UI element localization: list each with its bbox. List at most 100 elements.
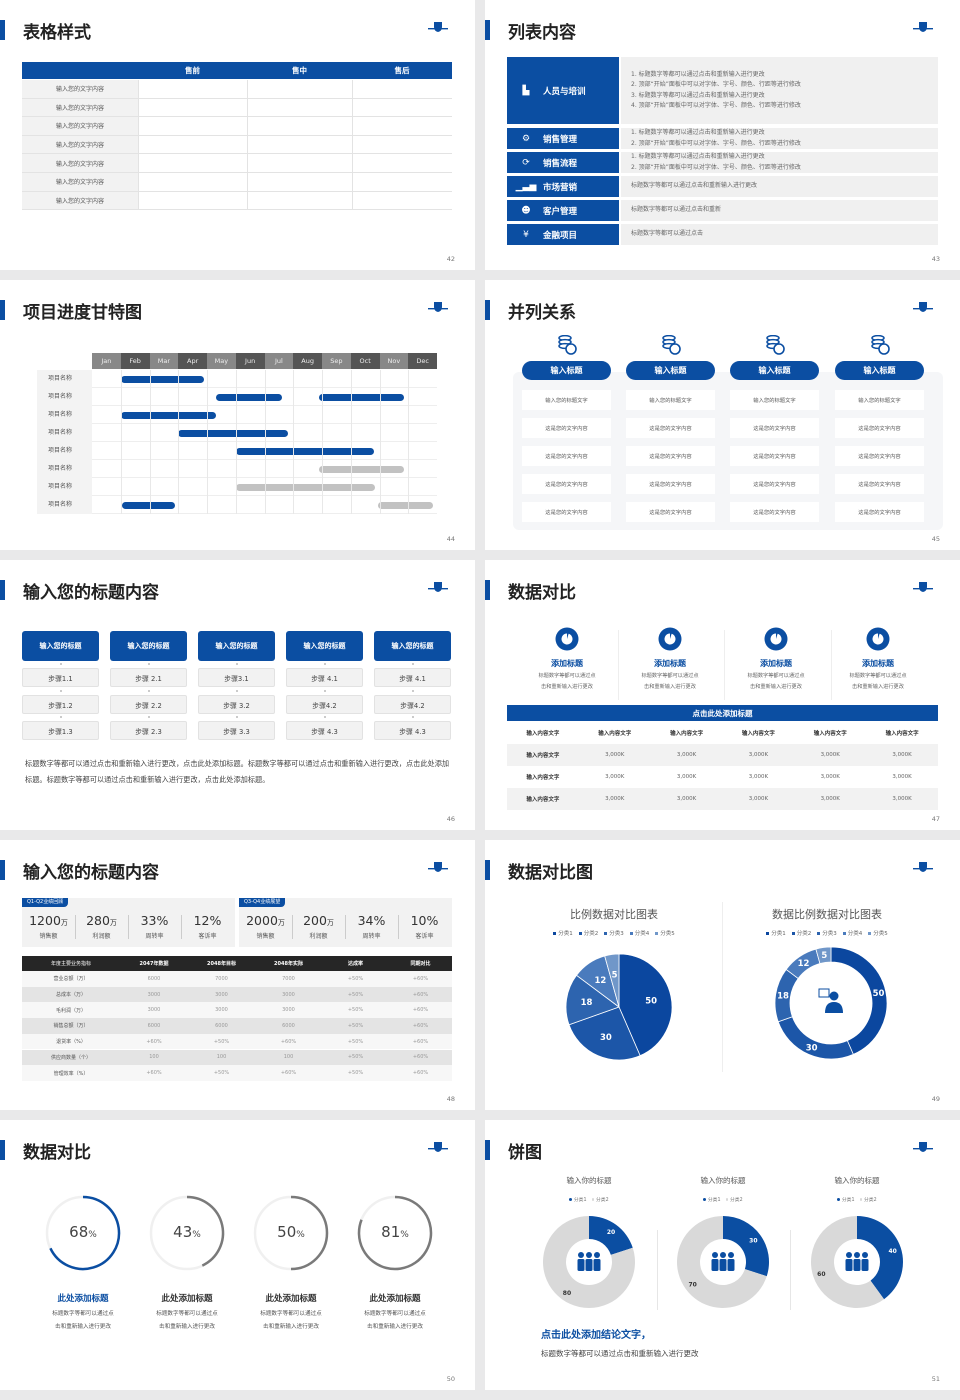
kpi-value: 200万 [292,913,345,928]
coins-icon [662,335,681,355]
cell-divider [352,154,353,172]
donut-chart: 30 70 [677,1216,769,1308]
table-cell: +60% [412,1038,429,1045]
content-cell: 这是您的文字内容 [522,502,611,522]
list-category-block[interactable]: ▙ 人员与培训 [507,57,619,124]
gantt-bar[interactable] [319,465,404,473]
cell-divider [247,135,248,154]
dollar-coin [773,343,785,355]
category-label: 销售管理 [543,134,578,145]
university-crest-logo [913,22,933,32]
slide-51[interactable]: 饼图 51 输入你的标题 分类1 分类2 20 80 输入你的标题 分类1 分类2 30 70 输入你的… [485,1120,960,1390]
slide-title: 数据对比 [23,1143,91,1163]
step-column-heading: 输入您的标题 [22,631,99,661]
slide-48[interactable]: 输入您的标题内容 48 Q1-Q2业绩回顾 1200万 销售额 280万 利润额 33% 周转率… [0,840,475,1110]
list-category-block[interactable]: ⟳ 销售流程 [507,152,619,173]
person-body [585,1259,593,1271]
title-accent-bar [485,300,490,320]
list-category-block[interactable]: ▁▃▅ 市场营销 [507,176,619,197]
legend-item: 分类1 [837,1196,855,1203]
column-header [22,62,138,79]
cell-divider [138,98,139,117]
chart-legend: 分类1 分类2 [539,1196,639,1203]
university-crest-logo [428,582,448,592]
slide-46[interactable]: 输入您的标题内容 46 输入您的标题 步骤1.1 步骤1.2 步骤1.3 输入您的标题 步骤 … [0,560,475,830]
task-label: 项目名称 [37,388,92,406]
task-label: 项目名称 [37,460,92,478]
gantt-row [37,424,437,442]
gantt-bar[interactable] [235,447,374,455]
dollar-coin [669,343,681,355]
kpi-label: 周转率 [362,933,381,940]
gantt-bar[interactable] [122,501,176,509]
crest-shield [919,1142,927,1152]
table-cell: 管理效率（%） [53,1070,89,1077]
slide-42[interactable]: 表格样式 42 售前 售中 售后 输入您的文字内容 输入您的文字内容 输入您的文字内容 输入您的… [0,0,475,270]
connector-dot [148,663,150,665]
slice-value-label: 18 [581,998,593,1008]
description-line: 2. 顶部“开始”面板中可以对字体、字号、颜色、行距等进行修改 [631,81,801,88]
content-cell: 这是您的文字内容 [730,474,819,494]
bar-chart-icon: ▁▃▅ [515,181,537,192]
gantt-row [37,370,437,388]
slide-title: 列表内容 [508,23,576,43]
ring-percent: 50% [261,1223,321,1241]
slide-43[interactable]: 列表内容 43 ▙ 人员与培训 1. 标题数字等都可以通过点击和重新输入进行更改 2. 顶… [485,0,960,270]
column-header: 售后 [394,66,410,75]
task-label: 项目名称 [37,370,92,388]
gantt-bar[interactable] [235,483,376,491]
donut-slice [723,1216,769,1277]
month-gridline [207,370,208,514]
list-category-block[interactable]: ⚙ 销售管理 [507,128,619,149]
gantt-bar[interactable] [120,375,205,383]
donut-slice [815,946,832,965]
description-line: 标题数字等都可以通过点击 [631,230,704,238]
ring-desc: 击和重新输入进行更改 [367,1324,423,1330]
description-panel: 1. 标题数字等都可以通过点击和重新输入进行更改 2. 顶部“开始”面板中可以对字… [621,152,938,173]
person-body [853,1259,861,1271]
table-cell: 毛利润（万） [55,1007,86,1014]
slice-value-label: 18 [777,992,789,1002]
person-head [578,1252,584,1258]
step-box: 步骤3.1 [198,668,275,687]
list-category-block[interactable]: ¥ 金融项目 [507,224,619,245]
presentation-icon: ▙ [522,85,530,96]
kpi-value: 12% [181,913,234,928]
list-category-block[interactable]: ☻ 客户管理 [507,200,619,221]
column-header: 2047年数据 [139,961,169,967]
cell-divider [138,80,139,98]
chart-legend: 分类1 分类2 [673,1196,773,1203]
gantt-bar[interactable] [215,393,282,401]
gantt-bar[interactable] [178,429,288,437]
slice-value-label: 20 [607,1229,615,1236]
slide-47[interactable]: 数据对比 47 添加标题 标题数字等都可以通过点 击和重新输入进行更改 添加标题 标题数字等… [485,560,960,830]
content-cell: 这是您的文字内容 [626,474,715,494]
slide-50[interactable]: 数据对比 50 68% 此处添加标题 标题数字等都可以通过点 击和重新输入进行更改 43% 此… [0,1120,475,1390]
feature-divider [618,630,619,700]
page-number: 47 [931,815,940,823]
slide-44[interactable]: 项目进度甘特图 44 Jan Feb Mar Apr May Jun Jul Aug Sep Oct N… [0,280,475,550]
table-cell: 3,000K [892,774,912,780]
slide-45[interactable]: 并列关系 45 输入标题 输入您的标题文字 这是您的文字内容 这是您的文字内容 这是您的文字… [485,280,960,550]
table-cell: 3,000K [676,752,697,758]
page-number: 45 [931,535,940,543]
progress-ring [149,1195,225,1271]
gantt-bar[interactable] [319,393,404,401]
step-box: 步骤 3.3 [198,721,275,740]
ring-title: 此处添加标题 [369,1294,421,1304]
legend-label: 分类2 [583,931,599,937]
legend-item: 分类1 [766,929,786,937]
slide-49[interactable]: 数据对比图 49 比例数据对比图表 分类1 分类2 分类3 分类4 分类5 50 30 18 12 5 数… [485,840,960,1110]
connector-dot [148,690,150,692]
slide-title: 数据对比 [508,583,576,603]
gantt-bar[interactable] [378,501,433,509]
month-gridline [322,370,323,514]
table-cell: 3,000K [748,774,769,780]
legend-label: 分类1 [707,1198,721,1203]
legend-swatch [791,931,795,935]
gantt-bar[interactable] [120,411,216,419]
pie-glyph [561,633,573,645]
table-cell: +50% [347,975,364,982]
legend-item: 分类2 [591,1196,609,1203]
legend-label: 分类2 [796,931,812,937]
